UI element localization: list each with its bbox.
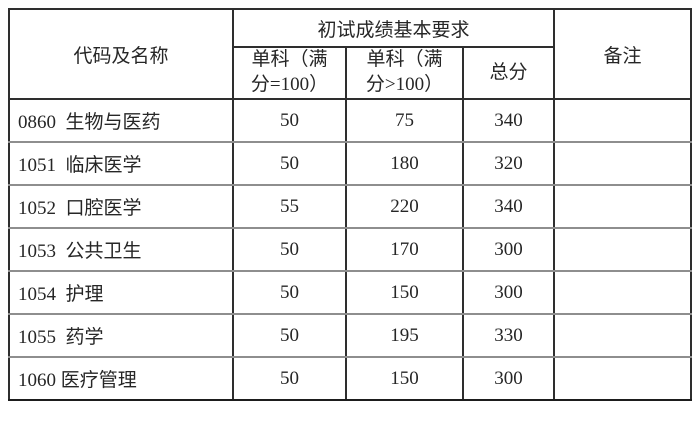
table-row: 0860 生物与医药 50 75 340: [8, 98, 693, 143]
total-cell: 300: [461, 227, 556, 272]
total-cell: 300: [461, 356, 556, 401]
total-cell: 320: [461, 141, 556, 186]
header-group-title: 初试成绩基本要求: [231, 8, 556, 48]
remarks-cell: [553, 98, 693, 143]
single-max100-cell: 55: [232, 184, 347, 229]
table-header: 代码及名称 初试成绩基本要求 备注 单科（满 分=100） 单科（满 分>100…: [8, 8, 693, 100]
total-cell: 340: [461, 184, 556, 229]
total-cell: 340: [461, 98, 556, 143]
code-name-cell: 1052 口腔医学: [8, 184, 234, 229]
single-max100-cell: 50: [232, 313, 347, 358]
table-row: 1060 医疗管理 50 150 300: [8, 356, 693, 401]
single-gt100-cell: 150: [345, 270, 464, 315]
single-gt100-cell: 180: [345, 141, 464, 186]
total-cell: 330: [461, 313, 556, 358]
table-body: 0860 生物与医药 50 75 340 1051 临床医学 50 180 320 1052 口…: [8, 98, 693, 401]
score-requirements-table: 代码及名称 初试成绩基本要求 备注 单科（满 分=100） 单科（满 分>100…: [8, 8, 693, 401]
remarks-cell: [553, 270, 693, 315]
single-max100-cell: 50: [232, 227, 347, 272]
header-single-max100: 单科（满 分=100）: [232, 46, 347, 100]
single-max100-cell: 50: [232, 356, 347, 401]
remarks-cell: [553, 356, 693, 401]
single-max100-cell: 50: [232, 98, 347, 143]
table-row: 1051 临床医学 50 180 320: [8, 141, 693, 186]
single-max100-cell: 50: [232, 270, 347, 315]
header-remarks: 备注: [553, 8, 693, 100]
single-gt100-cell: 220: [345, 184, 464, 229]
table-row: 1052 口腔医学 55 220 340: [8, 184, 693, 229]
code-name-cell: 1055 药学: [8, 313, 234, 358]
single-gt100-cell: 195: [345, 313, 464, 358]
code-name-cell: 0860 生物与医药: [8, 98, 234, 143]
header-row-group: 代码及名称 初试成绩基本要求 备注: [8, 8, 693, 100]
code-name-cell: 1054 护理: [8, 270, 234, 315]
header-single-gt100: 单科（满 分>100）: [345, 46, 464, 100]
table-row: 1054 护理 50 150 300: [8, 270, 693, 315]
header-code-name: 代码及名称: [8, 8, 234, 100]
single-gt100-cell: 150: [345, 356, 464, 401]
remarks-cell: [553, 184, 693, 229]
single-gt100-cell: 75: [345, 98, 464, 143]
single-max100-cell: 50: [232, 141, 347, 186]
remarks-cell: [553, 227, 693, 272]
single-gt100-cell: 170: [345, 227, 464, 272]
header-row-sub: 单科（满 分=100） 单科（满 分>100） 总分: [9, 46, 691, 100]
code-name-cell: 1051 临床医学: [8, 141, 234, 186]
header-total: 总分: [461, 46, 556, 100]
total-cell: 300: [461, 270, 556, 315]
table-row: 1055 药学 50 195 330: [8, 313, 693, 358]
code-name-cell: 1053 公共卫生: [8, 227, 234, 272]
remarks-cell: [553, 141, 693, 186]
code-name-cell: 1060 医疗管理: [8, 356, 234, 401]
table-row: 1053 公共卫生 50 170 300: [8, 227, 693, 272]
remarks-cell: [553, 313, 693, 358]
